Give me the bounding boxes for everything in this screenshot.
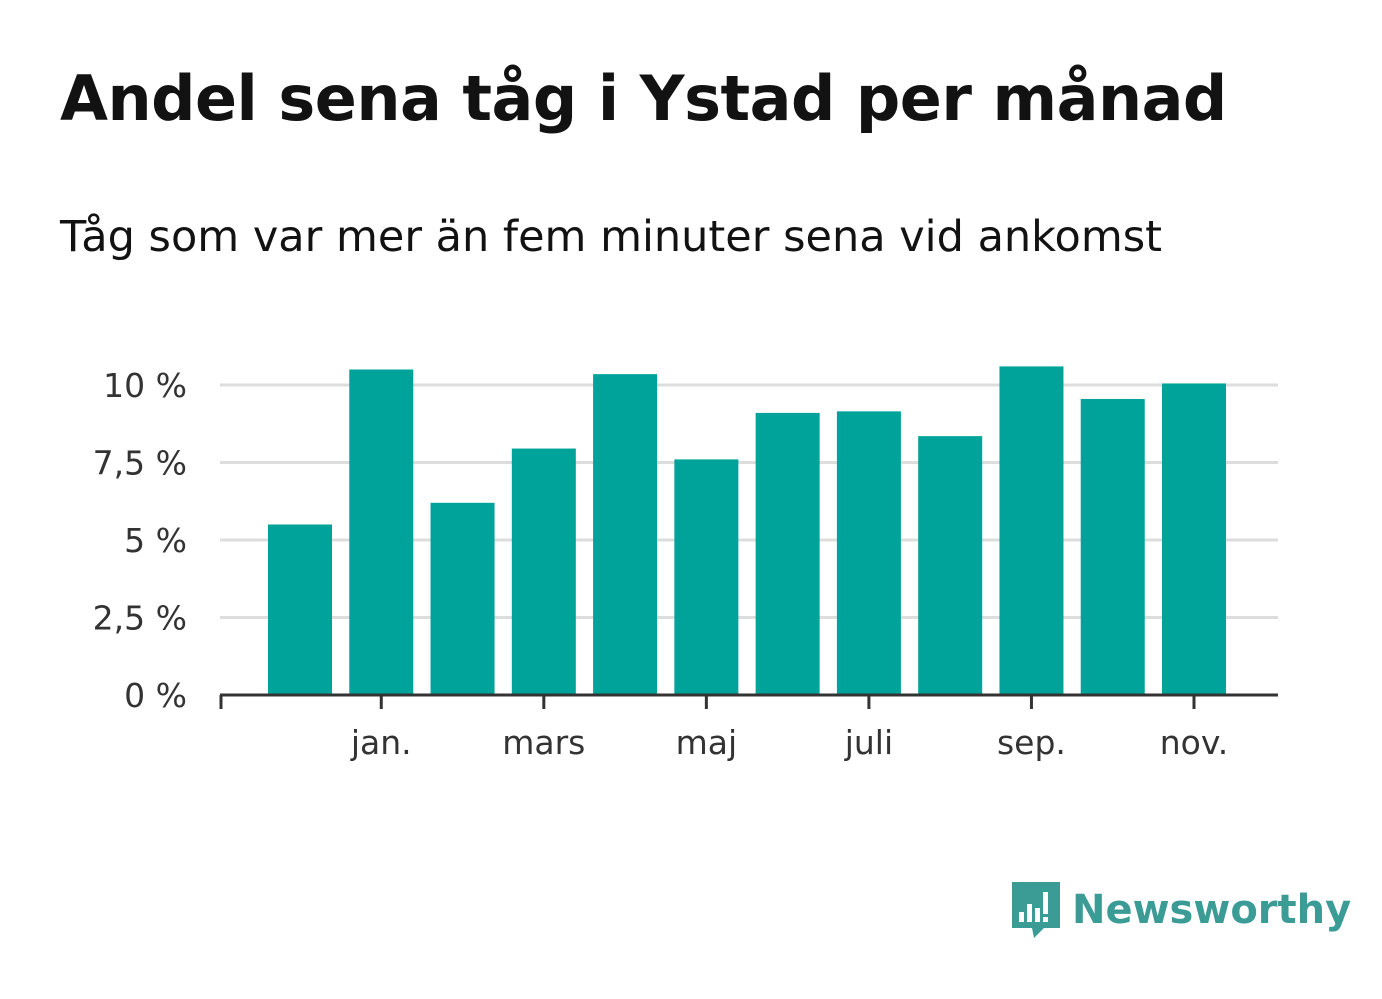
x-tick-label: maj bbox=[676, 723, 738, 762]
bar-sep bbox=[999, 366, 1064, 695]
bar-juni bbox=[755, 412, 820, 695]
bar-aug bbox=[918, 436, 983, 695]
y-tick-label: 7,5 % bbox=[93, 444, 187, 483]
bar-maj bbox=[674, 459, 739, 695]
y-tick-label: 2,5 % bbox=[93, 599, 187, 638]
newsworthy-logo-icon bbox=[1012, 882, 1060, 938]
x-axis-labels: jan. mars maj juli sep. nov. bbox=[350, 723, 1228, 762]
bar-mars bbox=[511, 448, 576, 695]
x-axis bbox=[219, 693, 1278, 709]
x-tick-label: nov. bbox=[1160, 723, 1229, 762]
y-tick-label: 0 % bbox=[124, 676, 187, 715]
chart-title: Andel sena tåg i Ystad per månad bbox=[60, 62, 1227, 135]
bar-dec bbox=[268, 524, 332, 695]
bar-nov bbox=[1162, 383, 1226, 695]
x-tick-label: mars bbox=[502, 723, 585, 762]
bar-feb bbox=[430, 502, 495, 695]
brand-name: Newsworthy bbox=[1072, 887, 1352, 933]
bar-juli bbox=[836, 411, 901, 695]
x-tick-label: jan. bbox=[350, 723, 412, 762]
y-tick-label: 10 % bbox=[103, 366, 187, 405]
bar-jan bbox=[349, 369, 414, 695]
y-axis-labels: 0 % 2,5 % 5 % 7,5 % 10 % bbox=[93, 366, 187, 715]
x-tick-label: sep. bbox=[997, 723, 1066, 762]
bar-april bbox=[593, 374, 658, 695]
chart-subtitle: Tåg som var mer än fem minuter sena vid … bbox=[60, 212, 1163, 262]
y-tick-label: 5 % bbox=[124, 521, 187, 560]
bars bbox=[268, 366, 1226, 695]
bar-okt bbox=[1080, 398, 1145, 695]
brand-logo: Newsworthy bbox=[1010, 878, 1351, 942]
x-tick-label: juli bbox=[844, 723, 893, 762]
